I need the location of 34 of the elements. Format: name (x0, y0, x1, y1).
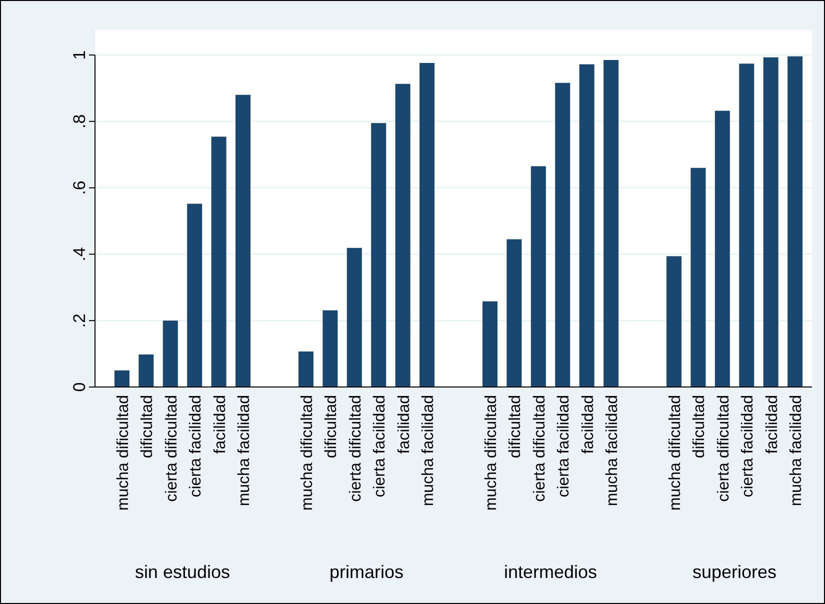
text: sin estudios (134, 562, 230, 582)
x-tick-label: mucha dificultad (666, 395, 684, 511)
x-tick-label: mucha dificultad (298, 395, 316, 511)
x-tick-label: facilidad (764, 395, 781, 454)
x-tick-label: cierta facilidad (188, 395, 205, 498)
y-tick-label: .8 (70, 114, 89, 128)
x-tick-label: cierta facilidad (372, 395, 389, 498)
x-tick-label: mucha facilidad (236, 395, 254, 506)
y-tick-label: 1 (70, 50, 89, 60)
y-tick-label: .6 (70, 180, 89, 195)
x-tick-label: mucha facilidad (420, 395, 438, 506)
y-tick-label: 0 (70, 382, 89, 392)
x-tick-label: mucha facilidad (604, 395, 622, 506)
y-tick-label: .2 (70, 314, 89, 328)
x-tick-label: mucha dificultad (114, 395, 132, 511)
text: primarios (329, 562, 404, 582)
x-tick-label: mucha dificultad (482, 395, 500, 511)
x-tick-label: cierta facilidad (556, 395, 573, 498)
x-tick-label: facilidad (396, 395, 413, 454)
x-tick-label: cierta dificultad (531, 395, 548, 502)
x-tick-label: facilidad (580, 395, 597, 454)
x-tick-label: dificultad (507, 395, 524, 458)
x-tick-label: cierta dificultad (347, 395, 364, 502)
x-tick-label: cierta facilidad (740, 395, 757, 498)
x-tick-label: mucha facilidad (788, 395, 806, 506)
x-tick-label: dificultad (323, 395, 340, 458)
x-tick-label: cierta dificultad (715, 395, 732, 502)
y-tick-label: .4 (70, 247, 89, 262)
text: superiores (692, 562, 777, 582)
text: intermedios (504, 562, 598, 582)
x-tick-label: cierta dificultad (163, 395, 180, 502)
x-tick-label: dificultad (691, 395, 708, 458)
x-tick-label: dificultad (139, 395, 156, 458)
x-tick-label: facilidad (212, 395, 229, 454)
